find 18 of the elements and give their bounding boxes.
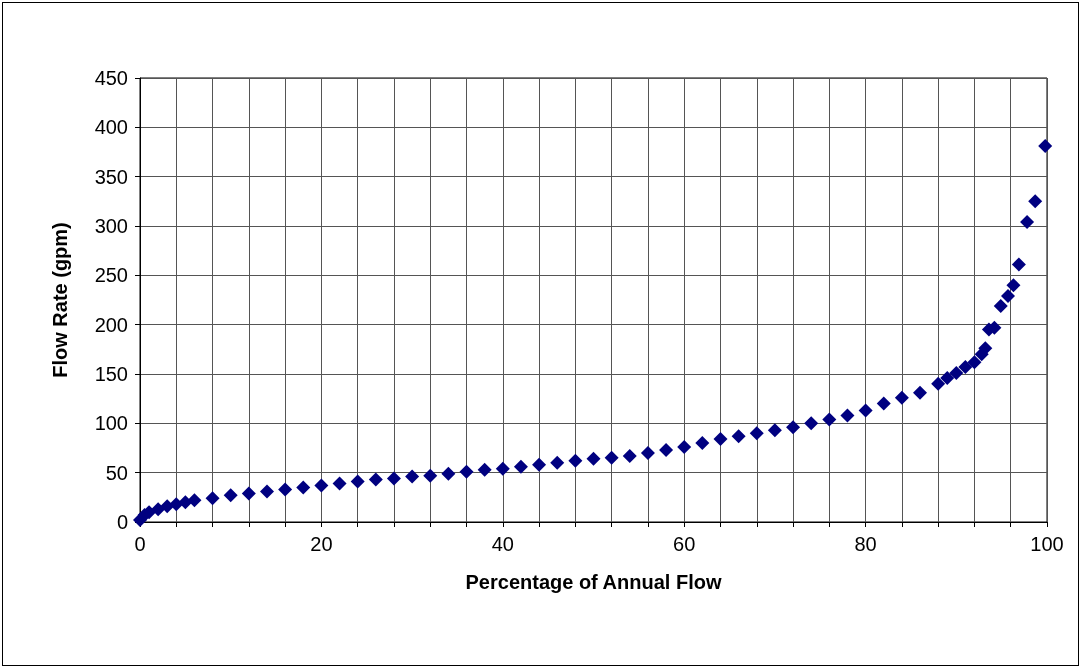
y-tick-label: 100 <box>94 412 128 435</box>
x-tick-label: 20 <box>310 533 333 555</box>
x-tick-label: 80 <box>854 533 877 555</box>
x-axis-title: Percentage of Annual Flow <box>465 571 722 593</box>
y-tick-label: 0 <box>116 511 128 533</box>
x-tick-label: 60 <box>673 533 696 555</box>
y-tick-label: 450 <box>94 67 128 89</box>
y-tick-label: 150 <box>94 363 128 385</box>
y-tick-label: 50 <box>105 461 128 484</box>
x-tick-label: 100 <box>1030 533 1064 555</box>
y-tick-label: 200 <box>94 313 128 336</box>
y-tick-label: 250 <box>94 264 128 287</box>
y-axis-title: Flow Rate (gpm) <box>49 222 71 378</box>
y-tick-label: 300 <box>94 215 128 237</box>
x-tick-label: 40 <box>491 533 514 555</box>
y-tick-label: 400 <box>94 116 128 139</box>
y-tick-label: 350 <box>94 165 128 188</box>
x-tick-label: 0 <box>134 533 146 555</box>
